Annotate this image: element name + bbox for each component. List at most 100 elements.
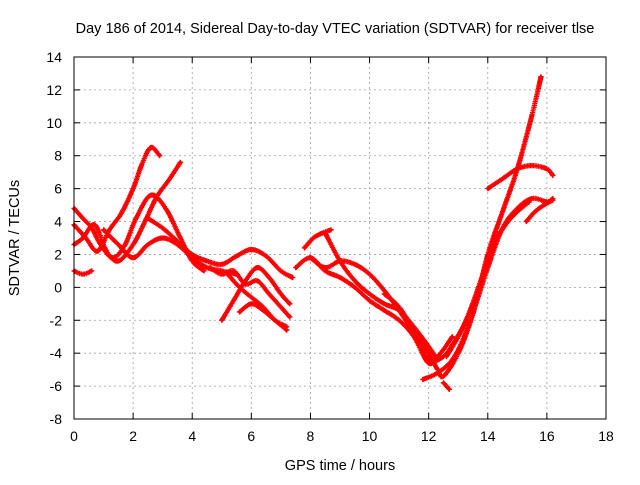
data-point	[255, 266, 259, 269]
data-point	[551, 174, 555, 177]
data-point	[273, 318, 277, 322]
data-point	[96, 249, 99, 253]
x-tick-label: 10	[362, 428, 378, 444]
data-point	[267, 292, 271, 296]
data-point	[436, 371, 439, 375]
data-point	[329, 228, 333, 232]
data-point	[501, 210, 504, 214]
data-point	[427, 358, 431, 362]
x-tick-label: 16	[539, 428, 555, 444]
data-point	[397, 318, 401, 322]
data-point	[179, 236, 182, 240]
data-point	[480, 276, 484, 279]
y-tick-label: -6	[50, 378, 63, 394]
data-point	[412, 328, 416, 332]
data-point	[288, 315, 292, 319]
data-point	[515, 210, 519, 214]
data-point	[338, 276, 342, 279]
data-point	[294, 266, 298, 269]
data-point	[382, 289, 386, 293]
x-tick-label: 8	[307, 428, 315, 444]
data-point	[323, 269, 327, 273]
data-point	[436, 358, 439, 362]
data-point	[501, 177, 504, 181]
data-point	[486, 187, 490, 191]
data-point	[353, 262, 357, 266]
y-tick-label: 4	[54, 214, 62, 230]
data-point	[338, 259, 342, 263]
data-point	[515, 167, 519, 171]
data-point	[131, 187, 135, 191]
x-tick-label: 2	[129, 428, 137, 444]
data-point	[81, 236, 85, 240]
data-point	[220, 262, 224, 266]
data-point	[261, 309, 265, 312]
data-point	[220, 269, 224, 273]
x-tick-label: 12	[421, 428, 437, 444]
data-point	[530, 164, 534, 168]
y-tick-label: -2	[50, 312, 63, 328]
y-tick-label: -8	[50, 411, 63, 427]
data-point	[545, 167, 549, 171]
data-point	[320, 231, 324, 235]
data-point	[232, 299, 236, 302]
data-point	[161, 236, 165, 240]
x-tick-label: 18	[598, 428, 614, 444]
data-point	[167, 179, 171, 182]
data-point	[161, 226, 165, 230]
data-point	[146, 243, 150, 247]
data-point	[105, 249, 108, 253]
data-point	[119, 211, 123, 215]
data-point	[450, 335, 454, 339]
x-axis-label: GPS time / hours	[285, 458, 395, 474]
data-point	[108, 228, 111, 232]
data-point	[116, 243, 120, 247]
series-arc-5	[101, 227, 240, 277]
series-arc-18	[485, 163, 556, 192]
data-point	[427, 351, 431, 355]
data-point	[176, 239, 179, 243]
data-point	[116, 259, 120, 263]
data-point	[353, 286, 357, 289]
y-tick-label: 12	[46, 82, 62, 98]
data-point	[202, 269, 206, 273]
data-point	[530, 197, 534, 200]
chart-title: Day 186 of 2014, Sidereal Day-to-day VTE…	[76, 21, 595, 37]
data-point	[368, 299, 371, 302]
data-point	[238, 286, 241, 289]
data-point	[244, 282, 247, 286]
data-point	[131, 243, 135, 247]
data-point	[442, 381, 445, 385]
data-point	[140, 162, 144, 166]
data-point	[524, 220, 528, 223]
data-point	[291, 276, 295, 279]
data-point	[427, 361, 431, 365]
data-point	[190, 253, 194, 256]
data-point	[158, 154, 162, 158]
data-point	[421, 378, 425, 381]
x-tick-label: 14	[480, 428, 496, 444]
data-point	[382, 302, 386, 306]
data-point	[530, 113, 534, 116]
y-axis-label: SDTVAR / TECUs	[7, 180, 23, 296]
y-tick-label: 10	[46, 115, 62, 131]
data-point	[462, 335, 466, 339]
y-tick-label: -4	[50, 345, 63, 361]
data-point	[397, 305, 401, 309]
y-tick-label: 14	[46, 49, 62, 65]
data-point	[442, 355, 445, 358]
data-point	[312, 236, 315, 240]
data-point	[205, 259, 209, 263]
x-tick-label: 6	[247, 428, 255, 444]
data-point	[249, 302, 253, 306]
data-point	[146, 216, 150, 220]
series-arc-17	[440, 380, 452, 392]
plot-frame	[73, 56, 607, 420]
data-point	[81, 272, 85, 276]
data-point	[279, 269, 283, 273]
data-point	[551, 198, 555, 202]
y-tick-label: 0	[54, 279, 62, 295]
data-point	[255, 279, 259, 283]
tick-layer: 0 2 4 6 8 10 12 14 16 18 -8 -6 -4 -2 0 2 4 6 8 10 12 14	[46, 49, 614, 444]
